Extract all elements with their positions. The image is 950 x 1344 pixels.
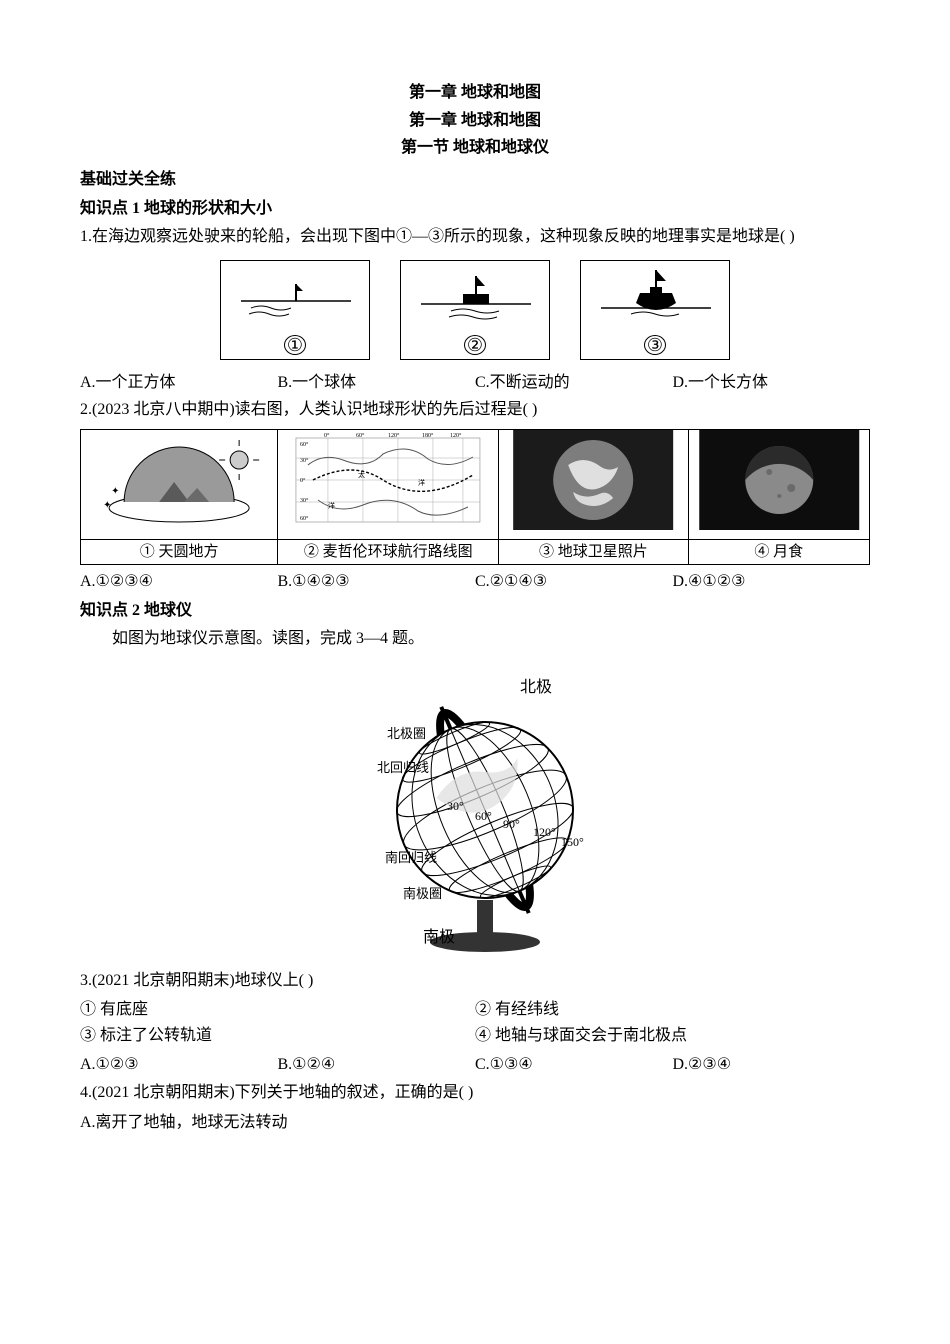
- heading-kp2: 知识点 2 地球仪: [80, 598, 870, 624]
- globe-d60: 60°: [475, 809, 492, 823]
- q1-panel-2-num: ②: [464, 335, 486, 355]
- globe-d90: 90°: [503, 817, 520, 831]
- svg-text:30°: 30°: [300, 497, 309, 504]
- svg-text:0°: 0°: [324, 432, 330, 439]
- heading-basics: 基础过关全练: [80, 167, 870, 193]
- q3-opt-a: A.①②③: [80, 1052, 278, 1078]
- q1-panel-1-num: ①: [284, 335, 306, 355]
- q1-panel-2: ②: [400, 260, 550, 360]
- q3-choice-1: ① 有底座: [80, 997, 475, 1023]
- q2-text: 2.(2023 北京八中期中)读右图，人类认识地球形状的先后过程是( ): [80, 397, 870, 423]
- svg-text:120°: 120°: [450, 432, 462, 439]
- q2-img-3: [499, 429, 688, 539]
- svg-text:✦: ✦: [103, 500, 111, 511]
- q2-img-1: ✦ ✦: [81, 429, 278, 539]
- q2-label-3: ③ 地球卫星照片: [499, 539, 688, 564]
- q2-label-4: ④ 月食: [688, 539, 869, 564]
- q1-opt-b: B.一个球体: [278, 370, 476, 396]
- svg-text:✦: ✦: [111, 486, 119, 497]
- q2-opt-b: B.①④②③: [278, 569, 476, 595]
- globe-d120: 120°: [533, 825, 556, 839]
- q4-opt-a: A.离开了地轴，地球无法转动: [80, 1110, 870, 1136]
- q1-opt-a: A.一个正方体: [80, 370, 278, 396]
- q3-opt-d: D.②③④: [673, 1052, 871, 1078]
- q3-opt-c: C.①③④: [475, 1052, 673, 1078]
- q3-options: A.①②③ B.①②④ C.①③④ D.②③④: [80, 1052, 870, 1078]
- globe-label-ntrop: 北回归线: [377, 760, 429, 775]
- globe-intro: 如图为地球仪示意图。读图，完成 3—4 题。: [112, 626, 870, 652]
- heading-kp1: 知识点 1 地球的形状和大小: [80, 196, 870, 222]
- q1-opt-c: C.不断运动的: [475, 370, 673, 396]
- q2-table: ✦ ✦ 60° 30° 0° 30° 60° 0° 60° 120° 180° 120° 太洋 …: [80, 429, 870, 565]
- svg-text:30°: 30°: [300, 457, 309, 464]
- q1-opt-d: D.一个长方体: [673, 370, 871, 396]
- q2-opt-a: A.①②③④: [80, 569, 278, 595]
- svg-text:60°: 60°: [300, 515, 309, 522]
- q2-label-2: ② 麦哲伦环球航行路线图: [278, 539, 499, 564]
- svg-text:太: 太: [358, 470, 365, 479]
- q3-choice-2: ② 有经纬线: [475, 997, 870, 1023]
- q3-opt-b: B.①②④: [278, 1052, 476, 1078]
- q2-opt-c: C.②①④③: [475, 569, 673, 595]
- q1-panel-3-num: ③: [644, 335, 666, 355]
- globe-figure: 北极 南极 北极圈 北回归线 南回归线 南极圈 30° 60° 90° 120°…: [80, 660, 870, 960]
- q3-choice-4: ④ 地轴与球面交会于南北极点: [475, 1023, 870, 1049]
- q1-options: A.一个正方体 B.一个球体 C.不断运动的 D.一个长方体: [80, 370, 870, 396]
- q3-choice-3: ③ 标注了公转轨道: [80, 1023, 475, 1049]
- chapter-title-2: 第一章 地球和地图: [80, 108, 870, 134]
- globe-d150: 150°: [561, 835, 584, 849]
- q2-label-1: ① 天圆地方: [81, 539, 278, 564]
- globe-label-south: 南极: [423, 928, 455, 946]
- svg-text:洋: 洋: [328, 501, 335, 510]
- svg-text:120°: 120°: [388, 432, 400, 439]
- q1-panel-1: ①: [220, 260, 370, 360]
- q1-figure-row: ① ② ③: [80, 260, 870, 360]
- chapter-title-1: 第一章 地球和地图: [80, 80, 870, 106]
- q2-img-4: [688, 429, 869, 539]
- q3-text: 3.(2021 北京朝阳期末)地球仪上( ): [80, 968, 870, 994]
- globe-d30: 30°: [447, 799, 464, 813]
- q1-panel-3: ③: [580, 260, 730, 360]
- globe-label-strop: 南回归线: [385, 850, 437, 865]
- globe-label-north: 北极: [520, 678, 552, 696]
- q2-opt-d: D.④①②③: [673, 569, 871, 595]
- q2-img-2: 60° 30° 0° 30° 60° 0° 60° 120° 180° 120° 太洋 洋: [278, 429, 499, 539]
- svg-text:洋: 洋: [418, 478, 425, 487]
- q2-options: A.①②③④ B.①④②③ C.②①④③ D.④①②③: [80, 569, 870, 595]
- section-title: 第一节 地球和地球仪: [80, 135, 870, 161]
- q4-text: 4.(2021 北京朝阳期末)下列关于地轴的叙述，正确的是( ): [80, 1080, 870, 1106]
- globe-label-scirc: 南极圈: [403, 886, 442, 901]
- globe-label-ncirc: 北极圈: [387, 726, 426, 741]
- svg-text:60°: 60°: [356, 432, 365, 439]
- svg-text:180°: 180°: [422, 432, 434, 439]
- q1-text: 1.在海边观察远处驶来的轮船，会出现下图中①—③所示的现象，这种现象反映的地理事…: [80, 224, 870, 250]
- svg-text:0°: 0°: [300, 477, 306, 484]
- q3-choices: ① 有底座 ② 有经纬线 ③ 标注了公转轨道 ④ 地轴与球面交会于南北极点: [80, 997, 870, 1048]
- svg-text:60°: 60°: [300, 441, 309, 448]
